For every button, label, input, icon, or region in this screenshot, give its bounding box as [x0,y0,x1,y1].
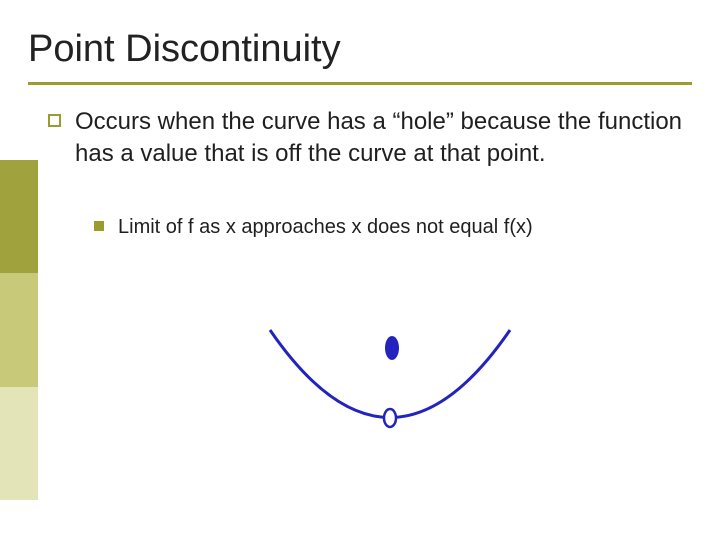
bullet-level2: Limit of f as x approaches x does not eq… [94,214,694,241]
slide-title: Point Discontinuity [28,28,341,71]
bullet-level1: Occurs when the curve has a “hole” becau… [48,106,688,171]
sidebar-seg [0,273,38,386]
bullet-marker-solid-icon [94,221,104,231]
bullet-text-level2: Limit of f as x approaches x does not eq… [118,214,533,241]
sidebar-accent-band [0,160,38,500]
title-underline [28,82,692,85]
point-discontinuity-diagram [240,290,540,460]
sidebar-seg [0,160,38,273]
filled-point-icon [385,336,399,360]
sidebar-seg [0,387,38,500]
bullet-marker-outline-icon [48,114,61,127]
bullet-text-level1: Occurs when the curve has a “hole” becau… [75,106,688,171]
hole-point-icon [384,409,396,427]
